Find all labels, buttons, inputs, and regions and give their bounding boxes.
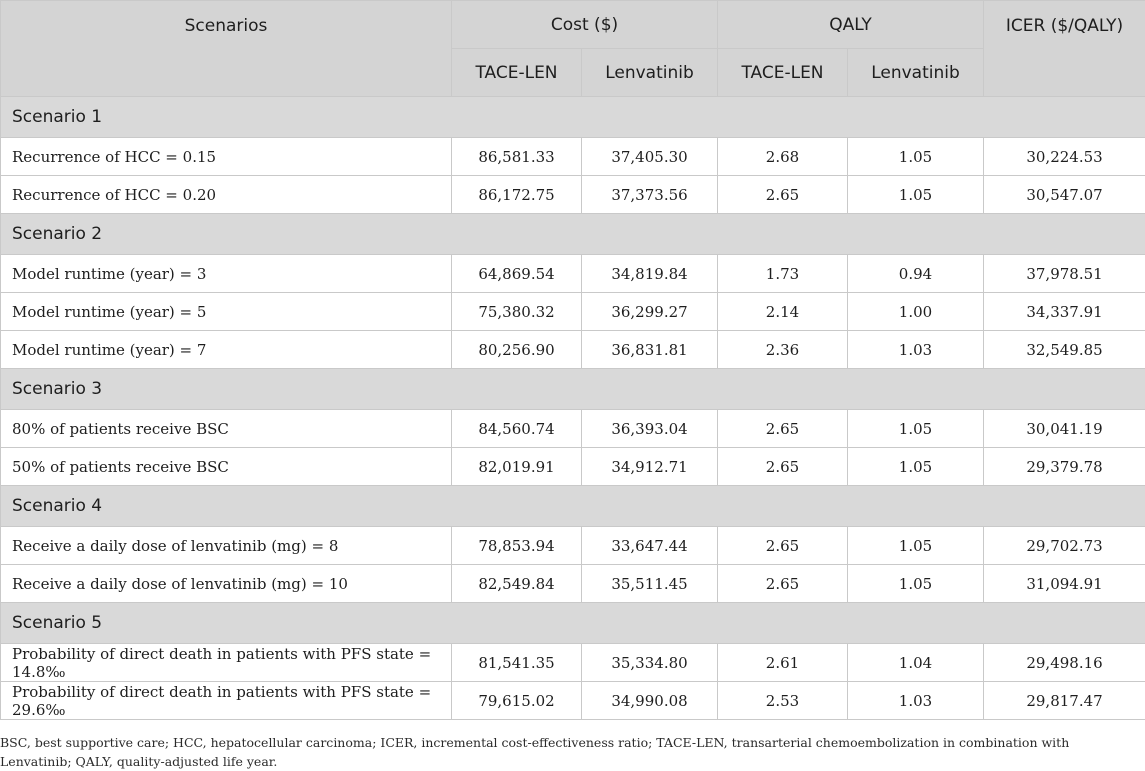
section-row: Scenario 5 <box>0 602 1145 644</box>
cost-tace-len: 86,581.33 <box>451 137 582 176</box>
cost-tace-len: 64,869.54 <box>451 254 582 293</box>
icer-value: 29,379.78 <box>983 447 1145 486</box>
cost-lenvatinib: 37,373.56 <box>581 175 718 214</box>
section-title: Scenario 4 <box>0 485 1145 527</box>
qaly-lenvatinib: 1.05 <box>846 526 985 565</box>
table-row: Model runtime (year) = 3 64,869.54 34,819.… <box>0 254 1145 293</box>
icer-value: 31,094.91 <box>983 564 1145 603</box>
table-row: 80% of patients receive BSC 84,560.74 36,3… <box>0 409 1145 448</box>
cost-lenvatinib: 37,405.30 <box>581 137 718 176</box>
qaly-tace-len: 2.68 <box>717 137 848 176</box>
icer-value: 32,549.85 <box>983 330 1145 369</box>
section-row: Scenario 3 <box>0 368 1145 410</box>
cost-tace-len: 78,853.94 <box>451 526 582 565</box>
table-row: Recurrence of HCC = 0.15 86,581.33 37,405.… <box>0 137 1145 176</box>
header-cost-lenvatinib: Lenvatinib <box>581 48 718 97</box>
icer-value: 29,702.73 <box>983 526 1145 565</box>
scenario-label: Probability of direct death in patients … <box>0 681 452 720</box>
table-footnote: BSC, best supportive care; HCC, hepatoce… <box>0 735 1070 769</box>
header-qaly-tace-len: TACE-LEN <box>717 48 848 97</box>
table-row: Recurrence of HCC = 0.20 86,172.75 37,373.… <box>0 175 1145 214</box>
table-row: Receive a daily dose of lenvatinib (mg) … <box>0 564 1145 603</box>
cost-lenvatinib: 36,393.04 <box>581 409 718 448</box>
qaly-tace-len: 2.65 <box>717 175 848 214</box>
scenario-label: Receive a daily dose of lenvatinib (mg) … <box>0 564 452 603</box>
cost-lenvatinib: 34,819.84 <box>581 254 718 293</box>
cost-lenvatinib: 34,990.08 <box>581 681 718 720</box>
cost-lenvatinib: 35,511.45 <box>581 564 718 603</box>
icer-value: 30,547.07 <box>983 175 1145 214</box>
cost-tace-len: 80,256.90 <box>451 330 582 369</box>
header-qaly: QALY <box>716 0 985 49</box>
table-body: Scenario 1 Recurrence of HCC = 0.15 86,581… <box>0 96 1145 720</box>
table-row: Probability of direct death in patients … <box>0 681 1145 720</box>
scenario-label: Recurrence of HCC = 0.15 <box>0 137 452 176</box>
cost-lenvatinib: 36,299.27 <box>581 292 718 331</box>
header-cost-tace-len: TACE-LEN <box>451 48 582 97</box>
cost-tace-len: 84,560.74 <box>451 409 582 448</box>
scenario-label: Model runtime (year) = 7 <box>0 330 452 369</box>
table-header: Scenarios Cost ($) QALY ICER ($/QALY) TA… <box>0 0 1145 97</box>
scenario-label: Recurrence of HCC = 0.20 <box>0 175 452 214</box>
qaly-lenvatinib: 1.00 <box>846 292 985 331</box>
cost-lenvatinib: 36,831.81 <box>581 330 718 369</box>
table-row: 50% of patients receive BSC 82,019.91 34,9… <box>0 447 1145 486</box>
icer-value: 30,224.53 <box>983 137 1145 176</box>
icer-value: 34,337.91 <box>983 292 1145 331</box>
cost-lenvatinib: 33,647.44 <box>581 526 718 565</box>
qaly-lenvatinib: 1.04 <box>846 643 985 682</box>
section-row: Scenario 1 <box>0 96 1145 138</box>
section-row: Scenario 4 <box>0 485 1145 527</box>
qaly-tace-len: 2.65 <box>717 409 848 448</box>
scenario-label: Model runtime (year) = 3 <box>0 254 452 293</box>
scenario-label: 80% of patients receive BSC <box>0 409 452 448</box>
scenario-label: Receive a daily dose of lenvatinib (mg) … <box>0 526 452 565</box>
qaly-lenvatinib: 1.03 <box>846 330 985 369</box>
cost-tace-len: 82,019.91 <box>451 447 582 486</box>
qaly-tace-len: 2.14 <box>717 292 848 331</box>
qaly-lenvatinib: 1.05 <box>846 137 985 176</box>
qaly-lenvatinib: 1.05 <box>846 409 985 448</box>
cost-tace-len: 81,541.35 <box>451 643 582 682</box>
table-row: Probability of direct death in patients … <box>0 643 1145 682</box>
header-cost: Cost ($) <box>451 0 718 49</box>
icer-value: 30,041.19 <box>983 409 1145 448</box>
qaly-lenvatinib: 0.94 <box>846 254 985 293</box>
header-icer: ICER ($/QALY) <box>983 0 1145 97</box>
qaly-tace-len: 2.61 <box>717 643 848 682</box>
cost-lenvatinib: 34,912.71 <box>581 447 718 486</box>
qaly-lenvatinib: 1.05 <box>846 175 985 214</box>
qaly-lenvatinib: 1.03 <box>846 681 985 720</box>
cost-lenvatinib: 35,334.80 <box>581 643 718 682</box>
icer-value: 37,978.51 <box>983 254 1145 293</box>
section-title: Scenario 3 <box>0 368 1145 410</box>
cost-tace-len: 82,549.84 <box>451 564 582 603</box>
header-scenarios: Scenarios <box>0 0 452 97</box>
section-title: Scenario 5 <box>0 602 1145 644</box>
icer-value: 29,498.16 <box>983 643 1145 682</box>
cost-tace-len: 79,615.02 <box>451 681 582 720</box>
section-row: Scenario 2 <box>0 213 1145 255</box>
qaly-tace-len: 2.65 <box>717 526 848 565</box>
scenario-label: Probability of direct death in patients … <box>0 643 452 682</box>
qaly-tace-len: 1.73 <box>717 254 848 293</box>
icer-value: 29,817.47 <box>983 681 1145 720</box>
section-title: Scenario 1 <box>0 96 1145 138</box>
qaly-lenvatinib: 1.05 <box>846 564 985 603</box>
qaly-tace-len: 2.53 <box>717 681 848 720</box>
scenario-analysis-table: Scenarios Cost ($) QALY ICER ($/QALY) TA… <box>0 0 1145 720</box>
qaly-tace-len: 2.65 <box>717 447 848 486</box>
cost-tace-len: 86,172.75 <box>451 175 582 214</box>
scenario-label: Model runtime (year) = 5 <box>0 292 452 331</box>
table-row: Receive a daily dose of lenvatinib (mg) … <box>0 526 1145 565</box>
qaly-lenvatinib: 1.05 <box>846 447 985 486</box>
table-row: Model runtime (year) = 7 80,256.90 36,831.… <box>0 330 1145 369</box>
cost-tace-len: 75,380.32 <box>451 292 582 331</box>
scenario-label: 50% of patients receive BSC <box>0 447 452 486</box>
header-qaly-lenvatinib: Lenvatinib <box>846 48 985 97</box>
table-row: Model runtime (year) = 5 75,380.32 36,299.… <box>0 292 1145 331</box>
qaly-tace-len: 2.36 <box>717 330 848 369</box>
section-title: Scenario 2 <box>0 213 1145 255</box>
qaly-tace-len: 2.65 <box>717 564 848 603</box>
